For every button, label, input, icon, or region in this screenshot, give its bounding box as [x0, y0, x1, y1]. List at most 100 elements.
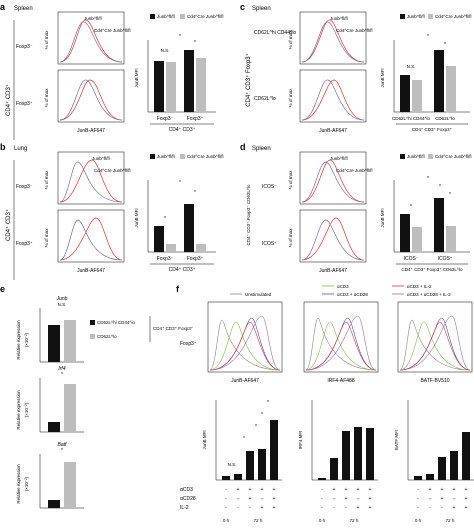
panel-f-row-name-3: IL-2 [180, 505, 189, 511]
panel-c-bar-leg2: Cd4^Cre Junb^fl/fl [435, 14, 472, 19]
panel-f-leg-1: Unstimulated [245, 292, 272, 297]
panel-f-time-0h-3: 0 h [415, 518, 422, 523]
panel-c-bar-leg1: Junb^fl/fl [407, 14, 425, 19]
panel-f-histo-x-3: BATF-BV510 [420, 378, 449, 384]
panel-f-leg-4: αCD3 + IL-2 [407, 284, 432, 289]
panel-f-sig-5: * [267, 400, 269, 406]
panel-a-histo-1 [57, 11, 125, 65]
panel-b-yaxis-1: % of max [44, 170, 49, 190]
panel-f: f Unstimulated αCD3 αCD3 + αCD28 αCD3 + … [176, 284, 474, 523]
panel-a-row1: Foxp3⁻ [16, 44, 33, 50]
panel-d-bar-footer: CD4⁺ CD3⁺ Foxp3⁺ CD62L^lo [401, 267, 463, 272]
panel-f-mfi-2: IRF4 MFI [298, 400, 378, 481]
panel-b-row1: Foxp3⁻ [16, 184, 33, 190]
panel-f-mfi-1: JunB MFI N.S. * * * * [202, 400, 282, 481]
panel-e-gene-1: Junb [56, 296, 68, 302]
panel-a-tissue: Spleen [14, 6, 33, 12]
panel-a-group-2: Foxp3⁺ [187, 116, 204, 122]
panel-d-xaxis: JunB-AF647 [319, 268, 347, 274]
panel-b-xaxis: JunB-AF647 [77, 268, 105, 274]
panel-c-bars: JunB MFI CD62L^hi CD44^lo CD62L^lo CD4⁺ … [380, 14, 472, 132]
panel-a-letter: a [0, 2, 6, 12]
panel-e-legend-side: CD4⁺ CD3⁺ Foxp3⁺ [153, 326, 194, 331]
panel-d-cd-label: CD4⁺ CD3⁺ Foxp3⁺ CD62L^lo [246, 184, 251, 246]
panel-a-group-1: Foxp3⁻ [157, 116, 174, 122]
panel-b-legend-flfl: Junb^fl/fl [92, 156, 110, 161]
panel-a-yaxis-1: % of max [44, 30, 49, 50]
panel-b-tissue: Lung [14, 146, 27, 152]
panel-f-time-0h-1: 0 h [223, 518, 230, 523]
condition-mark: - [261, 496, 263, 502]
panel-f-histo-x-1: JunB-AF647 [231, 378, 259, 384]
panel-f-histo-1: JunB-AF647 JunB-AF647 [207, 301, 283, 384]
panel-c-bar-footer: CD4⁺ CD3⁺ Foxp3⁺ [412, 127, 453, 132]
condition-mark: - [321, 496, 323, 502]
panel-c-yaxis-2: % of max [288, 88, 293, 108]
condition-mark: + [333, 487, 336, 493]
panel-c-histo-1 [299, 11, 367, 65]
panel-c-legend-cre: Cd4^Cre Junb^fl/fl [336, 28, 373, 33]
panel-d-sig-3: * [439, 184, 441, 190]
condition-mark: - [321, 487, 323, 493]
panel-a: a Spleen CD4⁺ CD3⁺ Foxp3⁻ Foxp3⁺ Junb^fl… [0, 2, 224, 140]
panel-e-ylabel-3: Relative expression [16, 464, 21, 504]
condition-mark: - [225, 505, 227, 511]
condition-mark: + [273, 487, 276, 493]
panel-e-ylabel-2: Relative expression [16, 390, 21, 430]
panel-f-mfi-y-2: IRF4 MFI [298, 431, 303, 450]
condition-mark: + [345, 487, 348, 493]
condition-mark: - [345, 505, 347, 511]
panel-f-time-72h-3: 72 h [446, 518, 455, 523]
panel-d-yaxis-1: % of max [288, 170, 293, 190]
panel-a-bar-leg1: Junb^fl/fl [157, 14, 175, 19]
panel-e-sig-2: * [61, 372, 63, 378]
panel-b-letter: b [0, 142, 6, 152]
condition-mark: + [453, 505, 456, 511]
panel-e-sig-1: N.S. [58, 302, 67, 307]
condition-mark: + [357, 487, 360, 493]
panel-c-sig-1: N.S. [407, 64, 416, 69]
condition-mark: + [369, 496, 372, 502]
panel-a-legend-flfl: Junb^fl/fl [84, 16, 102, 21]
panel-c-row2: CD62L^lo [254, 96, 276, 102]
condition-mark: - [249, 505, 251, 511]
condition-mark: - [429, 505, 431, 511]
panel-f-time-72h-1: 72 h [254, 518, 263, 523]
panel-a-bar-leg2: Cd4^Cre Junb^fl/fl [187, 14, 224, 19]
panel-e-gene-3: Batf [58, 442, 68, 448]
panel-f-histo-3: BATF-BV510 [397, 301, 473, 384]
panel-c: c Spleen CD4⁺ CD3⁺ Foxp3⁺ CD62L^hi CD44^… [240, 2, 472, 134]
panel-c-row1: CD62L^hi CD44^lo [254, 30, 296, 36]
panel-b-cd-label: CD4⁺ CD3⁺ [5, 209, 12, 241]
panel-e-unit-2: (×10⁻²) [24, 402, 29, 417]
panel-d-sig-1: * [410, 204, 412, 210]
panel-a-sig-3: * [194, 40, 196, 46]
panel-e-legend-2: CD62L^lo [97, 334, 117, 339]
panel-a-sig-1: N.S. [161, 48, 170, 53]
panel-a-bar-footer: CD4⁺ CD3⁺ [169, 127, 196, 133]
panel-c-sig-2: * [427, 34, 429, 40]
panel-d-sig-2: * [427, 176, 429, 182]
panel-d-bar-leg1: Junb^fl/fl [407, 154, 425, 159]
panel-f-histo-2: IRF4-AF488 [303, 301, 379, 384]
panel-f-mfi-3: BATF MFI [394, 400, 474, 481]
condition-mark: + [237, 487, 240, 493]
panel-e-ylabel-1: Relative expression [16, 320, 21, 360]
panel-f-mfi-y-1: JunB MFI [202, 430, 207, 449]
panel-a-yaxis-2: % of max [44, 88, 49, 108]
condition-mark: - [357, 496, 359, 502]
panel-b-row2: Foxp3⁺ [16, 241, 33, 247]
condition-mark: - [237, 496, 239, 502]
panel-e: e Junb N.S. Relative expression (×10⁻²) … [0, 284, 194, 509]
condition-mark: - [225, 496, 227, 502]
panel-d-bar-leg2: Cd4^Cre Junb^fl/fl [435, 154, 472, 159]
panel-a-bar-ylabel: JunB MFI [134, 68, 139, 87]
panel-f-row-name-1: αCD3 [180, 487, 193, 493]
condition-mark: - [333, 496, 335, 502]
condition-mark: + [465, 487, 468, 493]
condition-mark: + [273, 496, 276, 502]
panel-b-bar-leg1: Junb^fl/fl [157, 154, 175, 159]
panel-c-cd-label: CD4⁺ CD3⁺ Foxp3⁺ [245, 53, 252, 107]
panel-c-group-1: CD62L^hi CD44^lo [392, 116, 430, 121]
condition-mark: - [453, 496, 455, 502]
